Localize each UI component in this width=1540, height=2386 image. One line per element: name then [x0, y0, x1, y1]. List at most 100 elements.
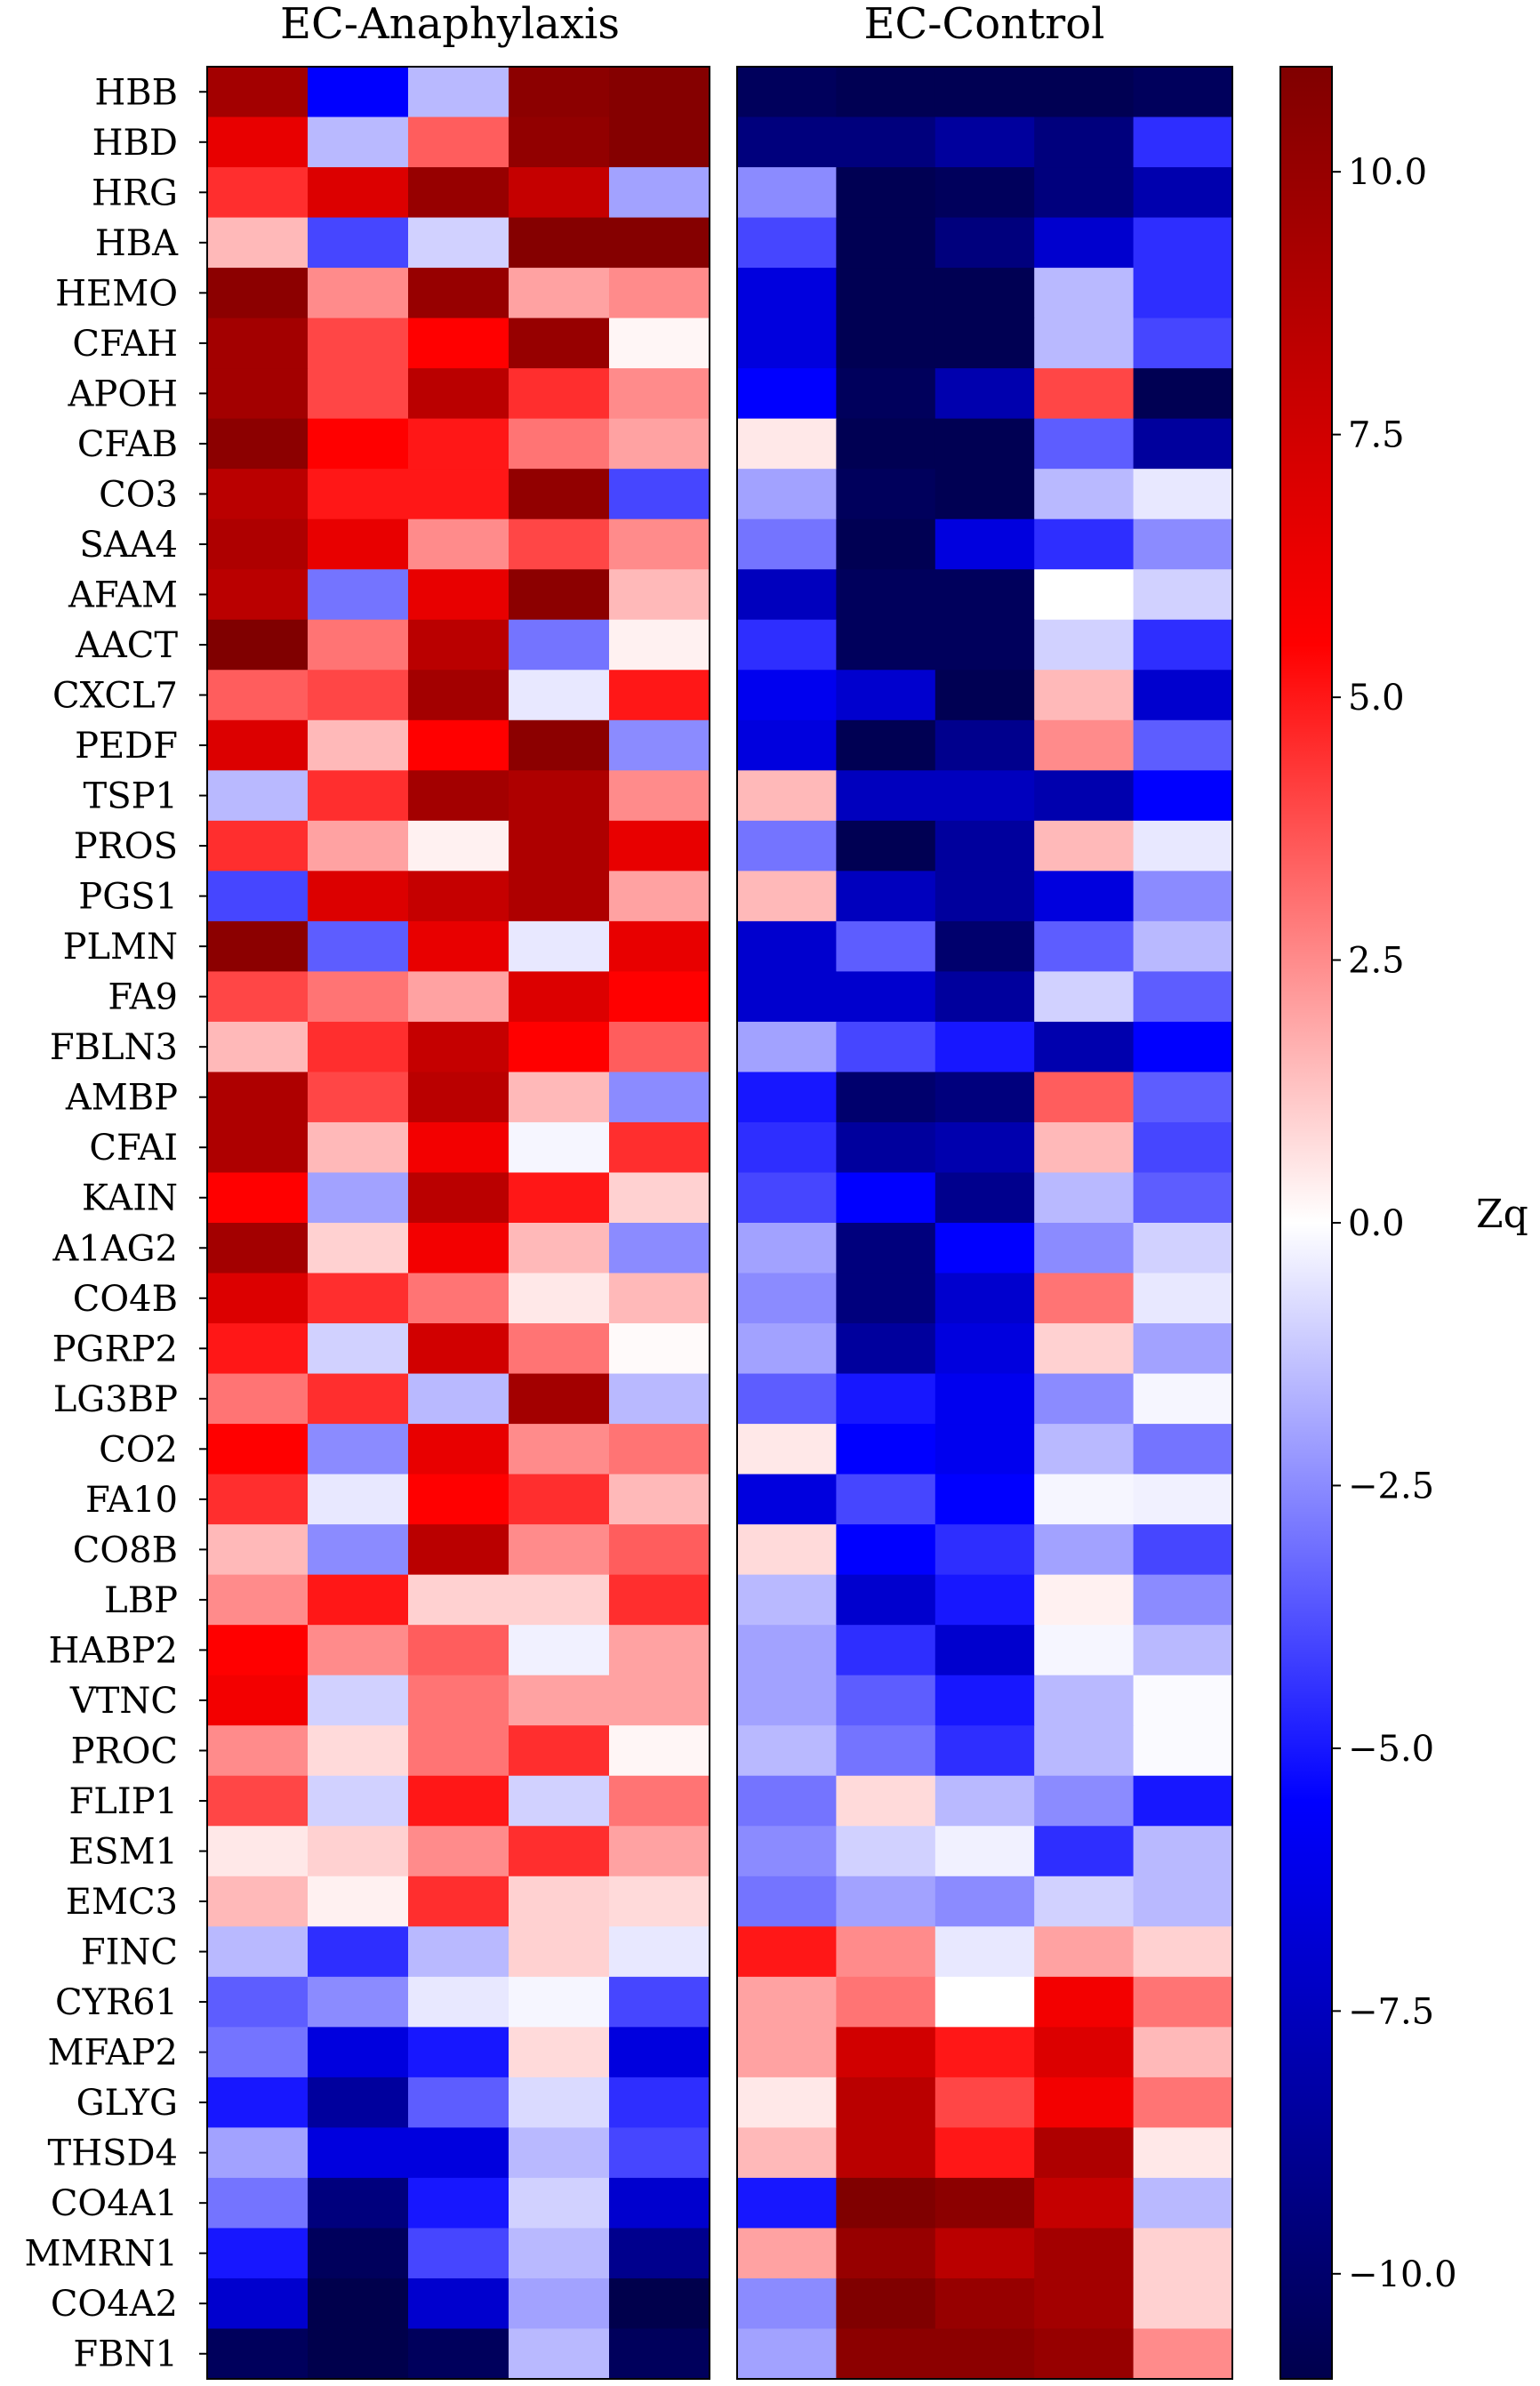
heatmap-cell-anaphylaxis-hbb-1 — [207, 67, 309, 118]
heatmap-cell-control-flip1-4 — [1034, 1775, 1135, 1827]
heatmap-cell-control-thsd4-4 — [1034, 2127, 1135, 2179]
heatmap-cell-control-glyg-5 — [1133, 2077, 1233, 2128]
heatmap-cell-anaphylaxis-ambp-1 — [207, 1072, 309, 1123]
heatmap-cell-control-co4a2-1 — [737, 2278, 837, 2330]
heatmap-cell-control-proc-1 — [737, 1725, 837, 1777]
panel-ec-control — [736, 66, 1233, 2380]
heatmap-cell-control-co4a1-1 — [737, 2177, 837, 2229]
heatmap-cell-anaphylaxis-esm1-5 — [609, 1826, 710, 1877]
colorbar-tick-label: −7.5 — [1348, 1991, 1434, 2032]
heatmap-cell-anaphylaxis-pgs1-3 — [408, 871, 509, 922]
heatmap-cell-control-fbln3-2 — [836, 1021, 936, 1073]
heatmap-cell-control-co4a2-5 — [1133, 2278, 1233, 2330]
heatmap-cell-control-pros-2 — [836, 820, 936, 872]
heatmap-cell-anaphylaxis-mfap2-4 — [509, 2027, 610, 2078]
colorbar-tick-label: −5.0 — [1348, 1729, 1434, 1770]
heatmap-cell-anaphylaxis-finc-4 — [509, 1926, 610, 1978]
heatmap-cell-control-tsp1-1 — [737, 770, 837, 822]
heatmap-cell-anaphylaxis-a1ag2-3 — [408, 1223, 509, 1274]
heatmap-cell-anaphylaxis-kain-5 — [609, 1172, 710, 1224]
heatmap-cell-anaphylaxis-thsd4-2 — [308, 2127, 409, 2179]
heatmap-cell-anaphylaxis-fbln3-1 — [207, 1021, 309, 1073]
heatmap-cell-anaphylaxis-plmn-2 — [308, 920, 409, 972]
heatmap-cell-control-cxcl7-3 — [934, 670, 1035, 721]
heatmap-cell-control-glyg-1 — [737, 2077, 837, 2128]
heatmap-cell-anaphylaxis-co2-1 — [207, 1424, 309, 1475]
heatmap-cell-control-pgs1-3 — [934, 871, 1035, 922]
heatmap-cell-control-hbb-1 — [737, 67, 837, 118]
heatmap-cell-control-cyr61-3 — [934, 1976, 1035, 2028]
heatmap-cell-anaphylaxis-apoh-4 — [509, 368, 610, 420]
heatmap-cell-control-co8b-1 — [737, 1524, 837, 1576]
heatmap-cell-anaphylaxis-proc-4 — [509, 1725, 610, 1777]
panel-frame-control — [736, 66, 1233, 2380]
heatmap-cell-anaphylaxis-saa4-2 — [308, 518, 409, 570]
heatmap-cell-control-co4b-2 — [836, 1273, 936, 1324]
heatmap-cell-control-fbln3-1 — [737, 1021, 837, 1073]
heatmap-cell-control-co2-4 — [1034, 1424, 1135, 1475]
heatmap-cell-control-lbp-3 — [934, 1574, 1035, 1626]
heatmap-cell-control-fbn1-1 — [737, 2328, 837, 2380]
heatmap-cell-control-kain-5 — [1133, 1172, 1233, 1224]
heatmap-cell-anaphylaxis-afam-5 — [609, 569, 710, 621]
heatmap-cell-anaphylaxis-habp2-5 — [609, 1625, 710, 1676]
heatmap-cell-control-kain-3 — [934, 1172, 1035, 1224]
heatmap-cell-control-thsd4-5 — [1133, 2127, 1233, 2179]
heatmap-cell-control-hbd-3 — [934, 116, 1035, 168]
heatmap-cell-anaphylaxis-co4b-4 — [509, 1273, 610, 1324]
heatmap-cell-control-a1ag2-3 — [934, 1223, 1035, 1274]
heatmap-cell-anaphylaxis-cyr61-2 — [308, 1976, 409, 2028]
heatmap-cell-control-plmn-4 — [1034, 920, 1135, 972]
heatmap-cell-anaphylaxis-pros-5 — [609, 820, 710, 872]
heatmap-cell-control-fa9-1 — [737, 971, 837, 1023]
heatmap-cell-control-pgrp2-2 — [836, 1323, 936, 1375]
heatmap-cell-anaphylaxis-finc-1 — [207, 1926, 309, 1978]
heatmap-cell-control-co4a2-4 — [1034, 2278, 1135, 2330]
heatmap-cell-control-pgs1-2 — [836, 871, 936, 922]
heatmap-cell-control-hba-2 — [836, 217, 936, 269]
heatmap-cell-anaphylaxis-hba-3 — [408, 217, 509, 269]
heatmap-cell-anaphylaxis-pgs1-5 — [609, 871, 710, 922]
gene-label-co4a2: CO4A2 — [51, 2284, 178, 2325]
heatmap-cell-control-lg3bp-4 — [1034, 1373, 1135, 1425]
heatmap-cell-anaphylaxis-vtnc-5 — [609, 1675, 710, 1726]
heatmap-cell-control-pros-1 — [737, 820, 837, 872]
heatmap-cell-control-cyr61-4 — [1034, 1976, 1135, 2028]
gene-label-hba: HBA — [95, 223, 179, 264]
heatmap-cell-control-pedf-5 — [1133, 719, 1233, 771]
gene-label-hbd: HBD — [92, 123, 178, 164]
heatmap-cell-anaphylaxis-lbp-3 — [408, 1574, 509, 1626]
heatmap-cell-anaphylaxis-glyg-3 — [408, 2077, 509, 2128]
heatmap-cell-anaphylaxis-tsp1-1 — [207, 770, 309, 822]
heatmap-cell-anaphylaxis-hemo-5 — [609, 268, 710, 319]
heatmap-cell-anaphylaxis-cyr61-1 — [207, 1976, 309, 2028]
heatmap-cell-control-fbn1-4 — [1034, 2328, 1135, 2380]
gene-label-hrg: HRG — [92, 173, 178, 213]
heatmap-cell-anaphylaxis-thsd4-4 — [509, 2127, 610, 2179]
heatmap-cell-anaphylaxis-cfah-1 — [207, 317, 309, 369]
gene-label-cfah: CFAH — [72, 324, 178, 365]
heatmap-cell-control-co2-1 — [737, 1424, 837, 1475]
heatmap-cell-control-emc3-2 — [836, 1876, 936, 1927]
heatmap-cell-anaphylaxis-emc3-1 — [207, 1876, 309, 1927]
heatmap-cell-control-hba-4 — [1034, 217, 1135, 269]
gene-label-pgs1: PGS1 — [78, 877, 178, 918]
heatmap-cell-control-cxcl7-5 — [1133, 670, 1233, 721]
heatmap-cell-anaphylaxis-vtnc-1 — [207, 1675, 309, 1726]
heatmap-cell-anaphylaxis-lg3bp-5 — [609, 1373, 710, 1425]
heatmap-cell-anaphylaxis-apoh-3 — [408, 368, 509, 420]
heatmap-cell-control-saa4-1 — [737, 518, 837, 570]
heatmap-cell-control-vtnc-5 — [1133, 1675, 1233, 1726]
heatmap-cell-anaphylaxis-pgrp2-3 — [408, 1323, 509, 1375]
heatmap-cell-control-lbp-4 — [1034, 1574, 1135, 1626]
gene-label-cfab: CFAB — [77, 424, 178, 465]
heatmap-cell-control-afam-3 — [934, 569, 1035, 621]
heatmap-cell-anaphylaxis-cfab-4 — [509, 418, 610, 470]
heatmap-cell-anaphylaxis-hemo-1 — [207, 268, 309, 319]
heatmap-cell-control-a1ag2-5 — [1133, 1223, 1233, 1274]
heatmap-cell-control-ambp-5 — [1133, 1072, 1233, 1123]
heatmap-cell-anaphylaxis-fbn1-5 — [609, 2328, 710, 2380]
gene-label-saa4: SAA4 — [79, 525, 178, 566]
heatmap-cell-control-co3-2 — [836, 469, 936, 520]
heatmap-cell-anaphylaxis-a1ag2-2 — [308, 1223, 409, 1274]
